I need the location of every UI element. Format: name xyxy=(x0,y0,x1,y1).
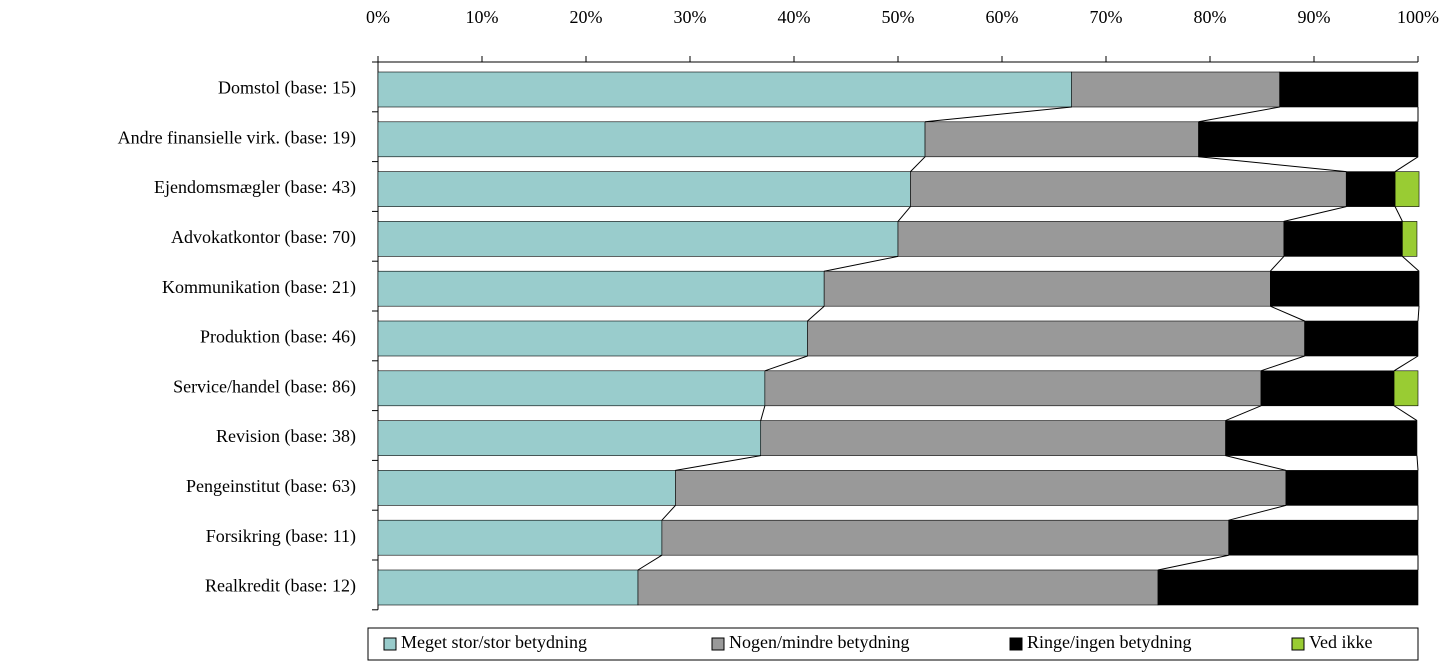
bar-segment xyxy=(377,370,766,407)
bar-segment xyxy=(637,569,1159,606)
bar-segment xyxy=(377,221,899,257)
x-tick-label: 0% xyxy=(366,7,390,27)
x-tick-label: 30% xyxy=(674,7,707,27)
series-line xyxy=(807,305,825,322)
series-line xyxy=(910,156,926,172)
x-tick-label: 80% xyxy=(1194,7,1227,27)
series-line xyxy=(1393,405,1418,422)
bar-segment xyxy=(1228,519,1419,556)
y-tick-label: Realkredit (base: 12) xyxy=(205,576,356,597)
legend-swatch xyxy=(1009,637,1023,651)
bar-segment xyxy=(675,470,1287,506)
series-line xyxy=(1198,106,1280,123)
bar-segment xyxy=(760,420,1226,456)
series-line xyxy=(1393,355,1419,372)
series-line xyxy=(1402,256,1420,272)
y-tick-label: Domstol (base: 15) xyxy=(218,78,356,99)
y-tick-label: Andre finansielle virk. (base: 19) xyxy=(118,127,356,148)
bar-segment xyxy=(1279,71,1419,108)
series-line xyxy=(1283,206,1347,222)
y-tick-label: Produktion (base: 46) xyxy=(200,327,356,348)
series-line xyxy=(760,405,766,421)
series-line xyxy=(1394,156,1419,173)
series-line xyxy=(637,554,663,571)
x-tick-label: 100% xyxy=(1397,7,1439,27)
x-tick-label: 50% xyxy=(882,7,915,27)
bar-segment xyxy=(1345,171,1396,207)
bar-segment xyxy=(377,71,1072,108)
legend-box xyxy=(367,627,1419,661)
y-tick-label: Forsikring (base: 11) xyxy=(206,526,356,547)
bar-segment xyxy=(377,270,825,307)
bar-segment xyxy=(1283,221,1403,257)
bar-segment xyxy=(661,519,1230,556)
bar-segment xyxy=(764,370,1262,407)
bar-segment xyxy=(377,569,639,606)
legend-label: Meget stor/stor betydning xyxy=(401,632,587,652)
y-tick-label: Kommunikation (base: 21) xyxy=(162,277,356,298)
series-line xyxy=(661,505,676,521)
series-line xyxy=(824,255,899,272)
bar-segment xyxy=(1157,569,1419,606)
series-line xyxy=(1416,455,1419,471)
bar-segment xyxy=(807,320,1305,357)
bar-segment xyxy=(377,121,926,158)
bar-segment xyxy=(1225,420,1418,456)
series-line xyxy=(1157,554,1229,571)
series-line xyxy=(1225,405,1262,422)
bar-segment xyxy=(1270,270,1420,307)
y-tick-label: Service/handel (base: 86) xyxy=(173,376,356,397)
series-line xyxy=(924,106,1072,123)
series-line xyxy=(1260,355,1305,372)
series-line xyxy=(675,455,761,471)
bar-segment xyxy=(377,470,676,506)
legend-label: Nogen/mindre betydning xyxy=(729,632,909,652)
bar-segment xyxy=(1402,221,1418,257)
x-tick-label: 60% xyxy=(986,7,1019,27)
bar-segment xyxy=(1260,370,1395,407)
x-tick-label: 10% xyxy=(466,7,499,27)
legend-label: Ringe/ingen betydning xyxy=(1027,632,1191,652)
bar-segment xyxy=(377,420,762,456)
series-line xyxy=(1225,455,1287,471)
series-line xyxy=(1417,306,1420,322)
series-line xyxy=(1228,504,1287,521)
y-tick-label: Ejendomsmægler (base: 43) xyxy=(154,177,356,198)
legend-swatch xyxy=(711,637,725,651)
bar-segment xyxy=(897,221,1285,257)
y-tick-label: Pengeinstitut (base: 63) xyxy=(186,476,356,497)
bar-segment xyxy=(1304,320,1419,357)
bar-segment xyxy=(1285,470,1419,506)
bar-segment xyxy=(910,171,1347,207)
legend-swatch xyxy=(1291,637,1305,651)
bar-segment xyxy=(377,320,808,357)
series-line xyxy=(1394,206,1403,222)
legend-swatch xyxy=(383,637,397,651)
bar-segment xyxy=(924,121,1199,158)
bar-segment xyxy=(1071,71,1280,108)
x-tick-label: 20% xyxy=(570,7,603,27)
bar-segment xyxy=(1198,121,1419,158)
series-line xyxy=(1270,305,1305,322)
x-tick-label: 70% xyxy=(1090,7,1123,27)
series-line xyxy=(897,206,911,222)
x-tick-label: 40% xyxy=(778,7,811,27)
series-line xyxy=(764,355,808,372)
series-line xyxy=(1198,156,1347,173)
bar-segment xyxy=(377,171,911,207)
bar-segment xyxy=(377,519,663,556)
bar-segment xyxy=(823,270,1271,307)
bar-segment xyxy=(1393,370,1419,407)
x-tick-label: 90% xyxy=(1298,7,1331,27)
y-tick-label: Advokatkontor (base: 70) xyxy=(171,227,356,248)
bar-segment xyxy=(1394,171,1420,207)
series-line xyxy=(1269,256,1285,272)
legend-label: Ved ikke xyxy=(1309,632,1372,652)
y-tick-label: Revision (base: 38) xyxy=(216,426,356,447)
